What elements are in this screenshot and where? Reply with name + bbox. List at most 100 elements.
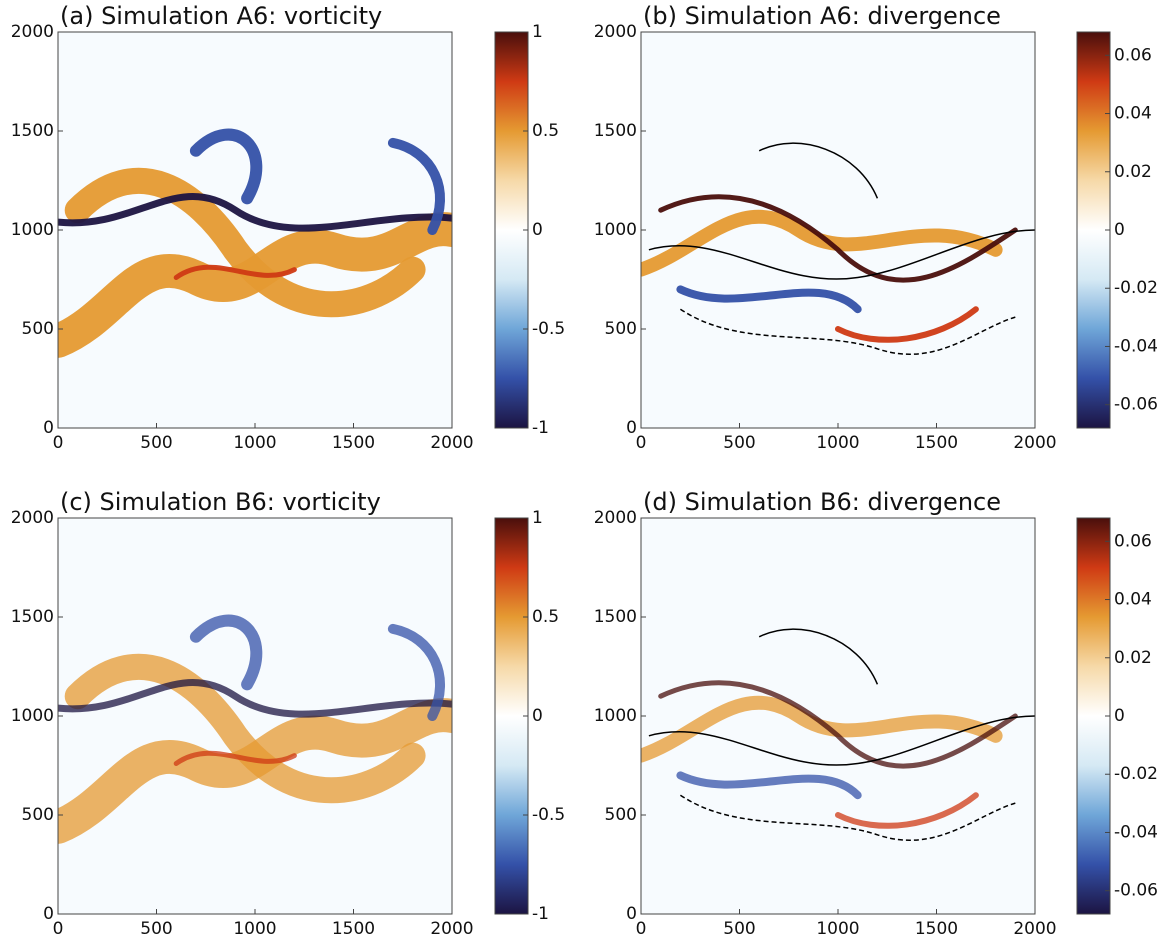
colorbar-tick-label: -1 <box>532 418 549 438</box>
colorbar-tick-label: -0.06 <box>1114 881 1158 901</box>
colorbar-tick-label: -0.04 <box>1114 336 1158 356</box>
x-tick-label: 1000 <box>816 919 859 937</box>
colorbar-tick-label: -0.5 <box>532 805 565 825</box>
y-tick-label: 1000 <box>11 706 54 726</box>
field-image <box>641 628 1035 841</box>
panel-title: (d) Simulation B6: divergence <box>643 488 1001 516</box>
colorbar-tick-label: 1 <box>532 508 543 528</box>
y-tick-label: 0 <box>43 418 54 438</box>
field-feature <box>58 678 452 718</box>
colorbar-tick-label: 0.5 <box>532 607 559 627</box>
y-tick-label: 2000 <box>594 508 637 528</box>
colorbar-tick-label: -0.5 <box>532 319 565 339</box>
field-feature <box>173 264 297 280</box>
colorbar-tick-label: 0 <box>532 220 543 240</box>
contour <box>648 715 1035 766</box>
panel: (d) Simulation B6: divergence 0 500 1000 150… <box>594 488 1158 939</box>
field-feature <box>64 653 426 804</box>
x-tick-label: 1000 <box>233 919 276 937</box>
x-tick-label: 500 <box>723 919 755 937</box>
x-tick-label: 2000 <box>430 919 473 937</box>
colorbar-tick-label: 0.06 <box>1114 45 1152 65</box>
panel-title: (b) Simulation A6: divergence <box>643 2 1001 30</box>
y-tick-label: 2000 <box>11 22 54 42</box>
x-tick-label: 1500 <box>332 919 375 937</box>
colorbar-tick-label: -1 <box>532 904 549 924</box>
y-tick-label: 500 <box>605 805 637 825</box>
x-tick-label: 1000 <box>233 433 276 453</box>
y-tick-label: 2000 <box>11 508 54 528</box>
field-feature <box>641 209 1003 277</box>
field-feature <box>173 750 297 766</box>
contour <box>679 794 1016 841</box>
colorbar <box>1076 31 1111 429</box>
y-tick-label: 500 <box>22 805 54 825</box>
colorbar <box>494 517 529 915</box>
colorbar <box>494 31 529 429</box>
plot-background <box>58 32 452 428</box>
field-feature <box>658 680 1018 769</box>
x-tick-label: 1500 <box>915 919 958 937</box>
y-tick-label: 2000 <box>594 22 637 42</box>
panel-title: (c) Simulation B6: vorticity <box>60 488 381 516</box>
x-tick-label: 1500 <box>915 433 958 453</box>
y-tick-label: 500 <box>22 319 54 339</box>
field-feature <box>835 792 979 829</box>
colorbar-tick-label: -0.04 <box>1114 822 1158 842</box>
colorbar-tick-label: 0 <box>532 706 543 726</box>
contour <box>679 308 1016 355</box>
panel: (b) Simulation A6: divergence 0 500 1000 150… <box>594 2 1158 453</box>
x-tick-label: 500 <box>140 433 172 453</box>
colorbar-tick-label: 0.5 <box>532 121 559 141</box>
x-tick-label: 0 <box>53 433 64 453</box>
y-tick-label: 1500 <box>11 607 54 627</box>
colorbar-tick-label: 0.02 <box>1114 648 1152 668</box>
contour <box>758 628 879 685</box>
plot-background <box>641 518 1035 914</box>
x-tick-label: 2000 <box>1013 919 1056 937</box>
x-tick-label: 1000 <box>816 433 859 453</box>
x-tick-label: 2000 <box>430 433 473 453</box>
colorbar-tick-label: 0.02 <box>1114 162 1152 182</box>
panel-title: (a) Simulation A6: vorticity <box>60 2 382 30</box>
colorbar-tick-label: 0 <box>1114 706 1125 726</box>
x-tick-label: 2000 <box>1013 433 1056 453</box>
contour <box>758 142 879 199</box>
y-tick-label: 1500 <box>594 121 637 141</box>
colorbar-tick-label: 1 <box>532 22 543 42</box>
field-feature <box>387 137 445 235</box>
y-tick-label: 1000 <box>594 706 637 726</box>
plot-background <box>641 32 1035 428</box>
x-tick-label: 1500 <box>332 433 375 453</box>
y-tick-label: 1000 <box>594 220 637 240</box>
plot-background <box>58 518 452 914</box>
colorbar-tick-label: -0.02 <box>1114 278 1158 298</box>
field-feature <box>189 614 263 691</box>
field-image <box>58 614 452 844</box>
colorbar-tick-label: 0.04 <box>1114 104 1152 124</box>
field-feature <box>58 192 452 232</box>
y-tick-label: 1500 <box>11 121 54 141</box>
field-feature <box>189 128 263 205</box>
colorbar-tick-label: -0.02 <box>1114 764 1158 784</box>
x-tick-label: 0 <box>53 919 64 937</box>
colorbar-tick-label: -0.06 <box>1114 395 1158 415</box>
field-feature <box>641 695 1003 763</box>
field-feature <box>64 167 426 318</box>
contour <box>648 229 1035 280</box>
y-tick-label: 1500 <box>594 607 637 627</box>
field-feature <box>835 306 979 343</box>
y-tick-label: 500 <box>605 319 637 339</box>
field-feature <box>676 771 862 800</box>
colorbar-tick-label: 0.06 <box>1114 531 1152 551</box>
field-feature <box>658 194 1018 283</box>
colorbar-tick-label: 0.04 <box>1114 590 1152 610</box>
panel: (c) Simulation B6: vorticity 0 500 1000 1500… <box>11 488 565 939</box>
field-feature <box>676 285 862 314</box>
x-tick-label: 500 <box>723 433 755 453</box>
field-feature <box>387 623 445 721</box>
y-tick-label: 0 <box>626 418 637 438</box>
y-tick-label: 1000 <box>11 220 54 240</box>
